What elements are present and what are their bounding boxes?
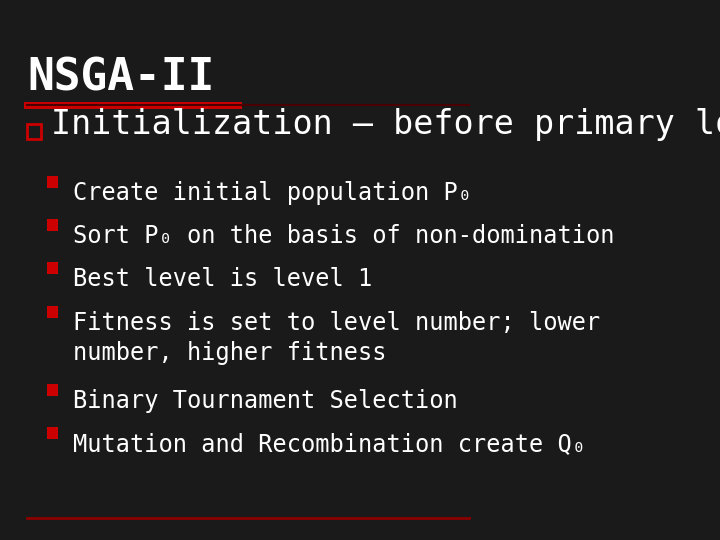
Bar xyxy=(47,306,58,318)
Text: Fitness is set to level number; lower
number, higher fitness: Fitness is set to level number; lower nu… xyxy=(73,310,600,365)
Bar xyxy=(27,124,41,139)
Bar xyxy=(47,219,58,231)
Bar xyxy=(47,262,58,274)
Text: Best level is level 1: Best level is level 1 xyxy=(73,267,373,292)
Text: Initialization – before primary loop: Initialization – before primary loop xyxy=(51,108,720,141)
Text: NSGA-II: NSGA-II xyxy=(27,57,215,100)
Text: Mutation and Recombination create Q₀: Mutation and Recombination create Q₀ xyxy=(73,433,586,456)
Text: Binary Tournament Selection: Binary Tournament Selection xyxy=(73,389,458,413)
Text: Sort P₀ on the basis of non-domination: Sort P₀ on the basis of non-domination xyxy=(73,224,615,248)
Bar xyxy=(47,384,58,396)
Bar xyxy=(47,176,58,188)
Text: Create initial population P₀: Create initial population P₀ xyxy=(73,181,472,205)
Bar xyxy=(47,428,58,440)
